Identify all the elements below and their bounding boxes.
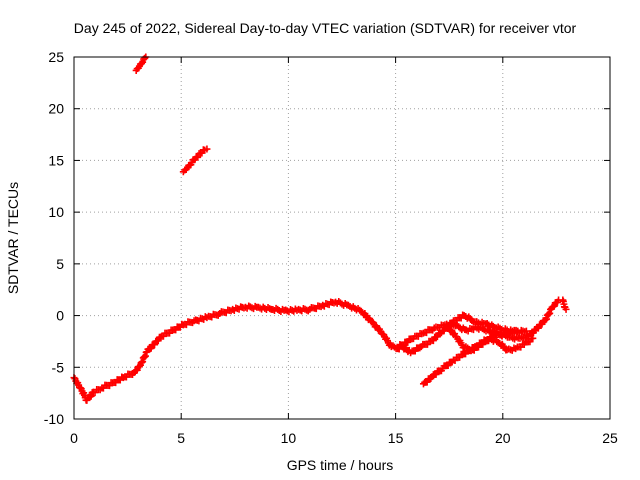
plot-frame [73,56,611,420]
data-point [147,344,155,352]
y-tick-label: -10 [44,411,64,427]
y-tick-label: 20 [48,101,64,117]
data-point [534,324,542,332]
data-point [416,344,424,352]
data-point [429,337,437,345]
y-tick-label: 15 [48,152,64,168]
data-point [203,145,211,153]
x-tick-label: 25 [602,430,618,446]
y-tick-label: -5 [52,359,65,375]
data-point [194,153,202,161]
x-axis-label: GPS time / hours [287,457,394,473]
x-tick-label: 15 [388,430,404,446]
x-tick-label: 10 [281,430,297,446]
data-point [87,392,95,400]
data-point [133,366,141,374]
y-axis-label: SDTVAR / TECUs [5,182,21,294]
x-tick-label: 5 [177,430,185,446]
x-tick-label: 20 [495,430,511,446]
series-high-arc-1 [132,53,150,74]
data-point [546,309,554,317]
data-point [514,327,522,335]
series-main-trend [70,296,563,404]
data-point [542,315,550,323]
data-point [529,334,537,342]
data-point [562,305,570,313]
data-point [538,320,546,328]
data-point [138,60,146,68]
data-point [135,362,143,370]
data-marks [70,53,570,404]
series-late-points [559,296,570,313]
series-lower-arc [396,311,530,357]
series-dip-track [443,322,537,355]
y-tick-label: 10 [48,204,64,220]
axis-ticks: 0 5 10 15 20 25 -10 -5 0 5 10 15 20 25 [44,49,618,446]
x-tick-label: 0 [70,430,78,446]
grid-lines [74,57,610,419]
data-point [550,302,558,310]
chart-title: Day 245 of 2022, Sidereal Day-to-day VTE… [74,20,577,36]
data-point [522,327,530,335]
data-point [440,327,448,335]
data-point [151,341,159,349]
data-point [433,333,441,341]
data-point [154,337,162,345]
series-high-arc-2 [179,145,211,176]
y-tick-label: 0 [56,308,64,324]
y-tick-label: 5 [56,256,64,272]
y-tick-label: 25 [48,49,64,65]
data-point [141,54,149,62]
